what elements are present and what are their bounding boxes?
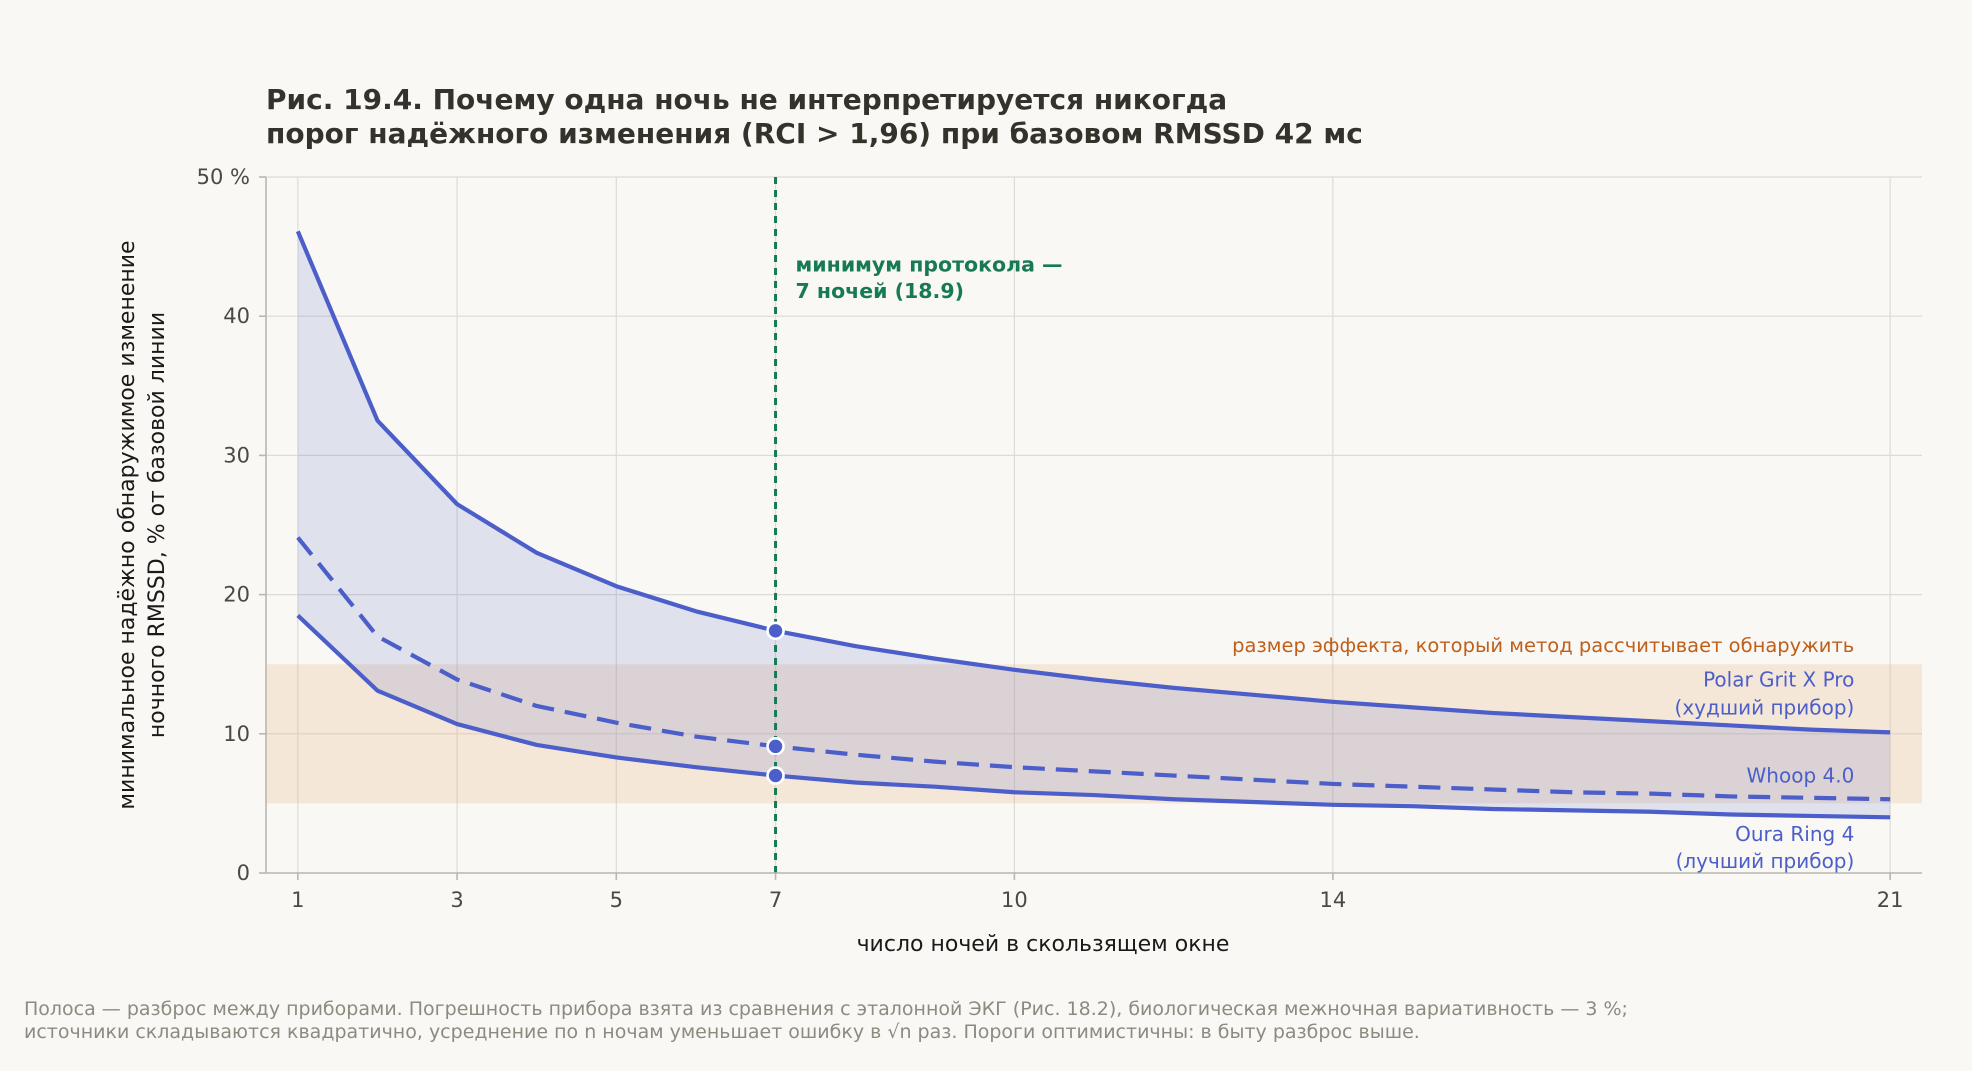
series-label-whoop: Whoop 4.0 — [1747, 764, 1855, 788]
gridlines — [266, 176, 1922, 874]
y-tick-label: 20 — [223, 583, 250, 607]
y-tick-label: 40 — [223, 304, 250, 328]
x-axis-label: число ночей в скользящем окне — [857, 932, 1230, 957]
tick-labels: 1 3 5 7 10 14 21 0 10 20 30 40 50 % — [197, 165, 1904, 912]
y-tick-label: 10 — [223, 722, 250, 746]
series-label-oura: Oura Ring 4 — [1735, 822, 1854, 846]
x-tick-label: 21 — [1877, 888, 1904, 912]
markers — [766, 621, 785, 785]
x-tick-label: 7 — [769, 888, 782, 912]
device-spread-area — [297, 231, 1891, 818]
chart-title-line-2: порог надёжного изменения (RCI > 1,96) п… — [266, 117, 1363, 150]
x-tick-label: 14 — [1319, 888, 1346, 912]
marker-point — [766, 766, 785, 785]
y-tick-label: 30 — [223, 443, 250, 467]
y-axis-label-line-2: ночного RMSSD, % от базовой линии — [145, 312, 170, 738]
y-tick-label: 0 — [237, 861, 250, 885]
series-line-1 — [295, 230, 1891, 735]
chart-title-line-1: Рис. 19.4. Почему одна ночь не интерпрет… — [266, 83, 1227, 116]
series-label-polar: Polar Grit X Pro — [1703, 667, 1854, 691]
axes — [259, 176, 1922, 880]
y-tick-label: 50 % — [197, 165, 250, 189]
marker-point — [766, 621, 785, 641]
x-tick-label: 5 — [610, 888, 623, 912]
series-lines — [295, 230, 1891, 820]
y-axis-label-line-1: минимальное надёжно обнаружимое изменени… — [115, 240, 140, 809]
x-tick-label: 10 — [1001, 888, 1028, 912]
series-label-polar-note: (худший прибор) — [1675, 695, 1855, 719]
series-line-3 — [296, 613, 1891, 820]
protocol-minimum-label-line-2: 7 ночей (18.9) — [796, 279, 964, 303]
series-line-2 — [296, 536, 1891, 802]
series-label-oura-note: (лучший прибор) — [1676, 849, 1855, 873]
x-tick-label: 3 — [450, 888, 463, 912]
effect-size-band — [266, 664, 1922, 804]
footnote-line-1: Полоса — разброс между приборами. Погреш… — [24, 998, 1628, 1020]
band-label: размер эффекта, который метод рассчитыва… — [1232, 634, 1854, 657]
device-spread-fill — [297, 231, 1891, 818]
protocol-minimum-label-line-1: минимум протокола — — [796, 253, 1063, 277]
marker-point — [766, 737, 785, 756]
footnote-line-2: источники складываются квадратично, усре… — [24, 1021, 1420, 1043]
x-tick-label: 1 — [291, 888, 304, 912]
effect-size-band-rect — [266, 664, 1922, 804]
